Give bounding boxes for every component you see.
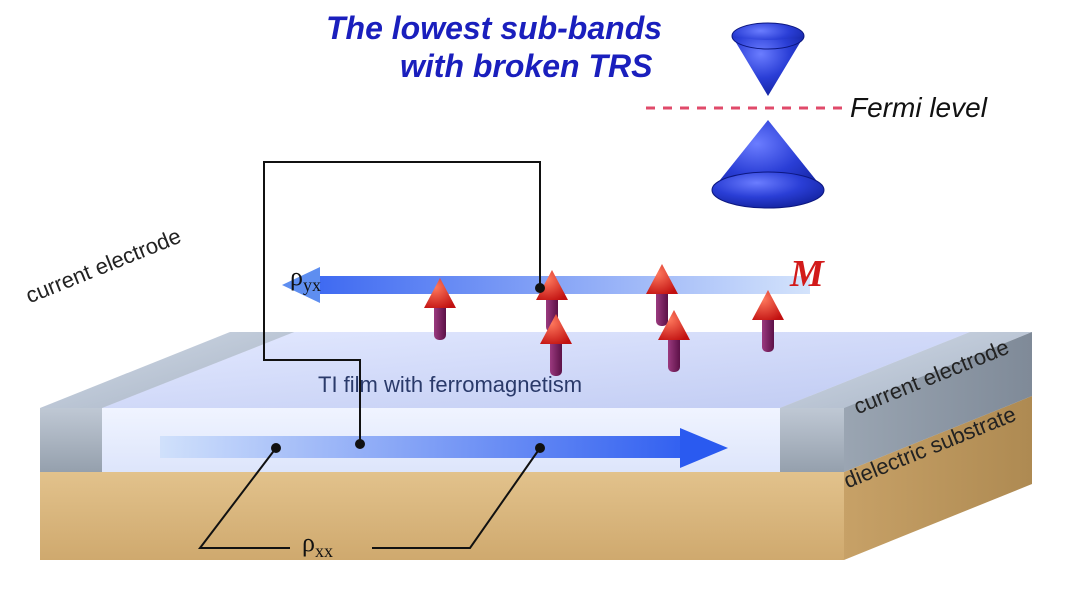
- film-label: TI film with ferromagnetism: [318, 372, 582, 398]
- rho-yx-label: ρyx: [290, 262, 321, 296]
- device-3d: [0, 0, 1080, 597]
- title-line2: with broken TRS: [400, 48, 652, 85]
- fermi-label: Fermi level: [850, 92, 987, 124]
- dirac-cones: [712, 23, 824, 208]
- diagram-root: The lowest sub-bands with broken TRS Fer…: [0, 0, 1080, 597]
- title-line1: The lowest sub-bands: [326, 10, 662, 47]
- rho-xx-label: ρxx: [302, 528, 333, 562]
- m-label: M: [790, 252, 824, 296]
